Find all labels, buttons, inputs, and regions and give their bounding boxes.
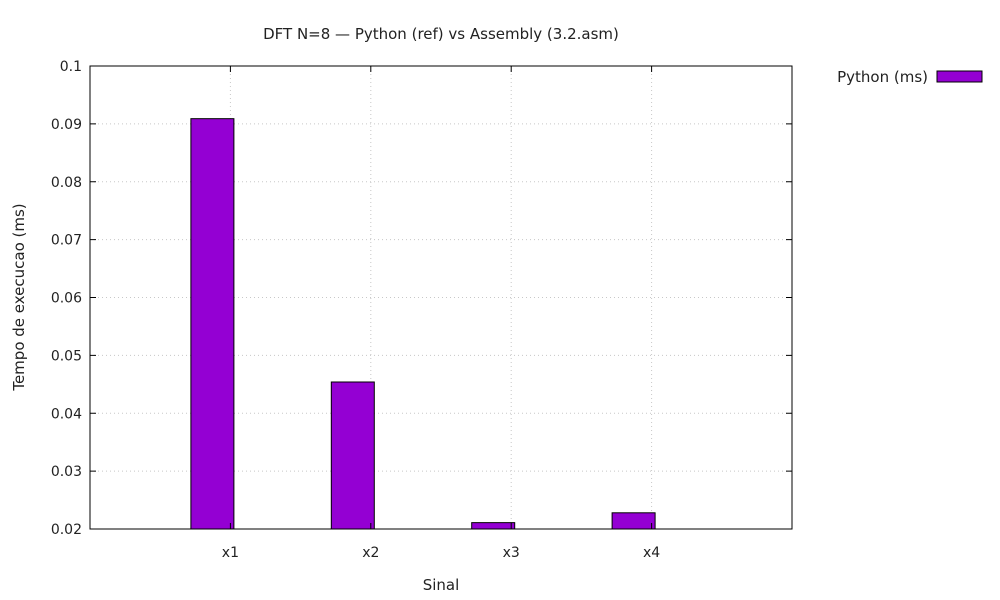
axis-ticks bbox=[90, 65, 792, 530]
y-axis-label: Tempo de execucao (ms) bbox=[10, 203, 28, 391]
bar-x2 bbox=[330, 381, 375, 530]
legend-swatch bbox=[936, 70, 983, 83]
y-tick-label: 0.06 bbox=[51, 291, 82, 307]
y-tick-labels: 0.02 0.03 0.04 0.05 0.06 0.07 0.08 0.09 0.1 bbox=[51, 59, 82, 538]
y-tick-label: 0.09 bbox=[51, 117, 82, 133]
x-tick-label: x4 bbox=[643, 545, 660, 561]
y-tick-label: 0.02 bbox=[51, 522, 82, 538]
bars bbox=[190, 118, 656, 530]
x-tick-labels: x1 x2 x3 x4 bbox=[222, 545, 660, 561]
legend: Python (ms) bbox=[837, 68, 983, 86]
y-tick-label: 0.07 bbox=[51, 233, 82, 249]
y-tick-label: 0.03 bbox=[51, 464, 82, 480]
x-axis-label: Sinal bbox=[423, 576, 460, 594]
x-tick-label: x3 bbox=[503, 545, 520, 561]
bar-x1 bbox=[190, 118, 235, 530]
x-tick-label: x2 bbox=[362, 545, 379, 561]
bar-x4 bbox=[611, 512, 656, 530]
legend-label: Python (ms) bbox=[837, 68, 928, 86]
y-tick-label: 0.05 bbox=[51, 348, 82, 364]
x-tick-label: x1 bbox=[222, 545, 239, 561]
bar-x3 bbox=[471, 522, 516, 530]
chart-title: DFT N=8 — Python (ref) vs Assembly (3.2.… bbox=[263, 25, 619, 43]
y-tick-label: 0.04 bbox=[51, 406, 82, 422]
y-tick-label: 0.08 bbox=[51, 175, 82, 191]
y-tick-label: 0.1 bbox=[60, 59, 82, 75]
